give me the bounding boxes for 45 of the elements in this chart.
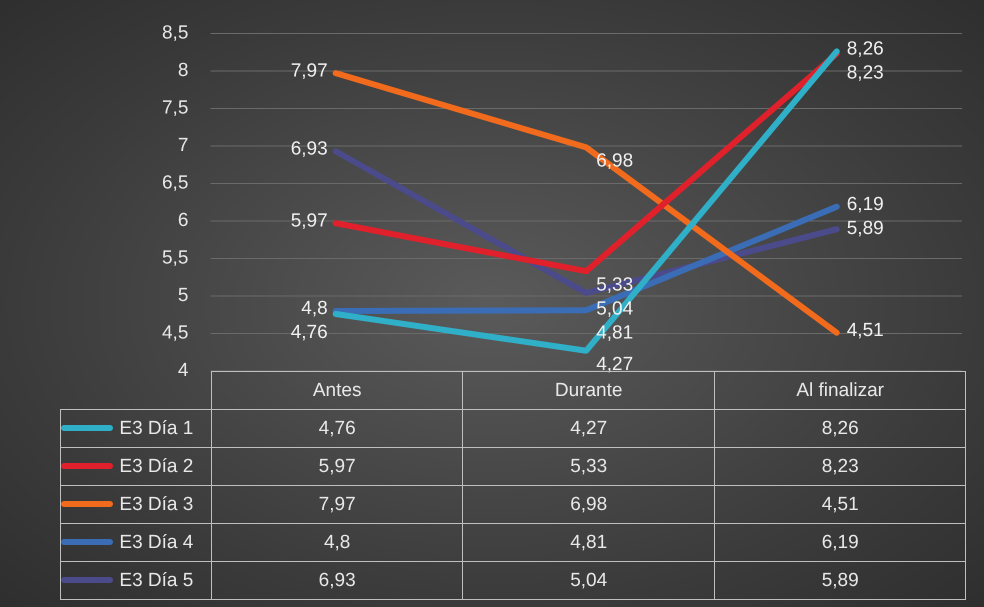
y-tick-label: 4 xyxy=(178,360,189,382)
text: 6,19 xyxy=(846,194,884,215)
y-tick-label: 5 xyxy=(178,285,188,306)
data-label: 4,51 xyxy=(714,486,966,524)
legend-label: E3 Día 4 xyxy=(60,524,212,562)
data-label: 4,8 xyxy=(211,524,463,562)
y-tick-label: 6,5 xyxy=(162,172,188,194)
data-label: 5,97 xyxy=(211,448,463,486)
text: 4,27 xyxy=(596,354,634,375)
legend-label: E3 Día 1 xyxy=(60,410,212,448)
data-label: 5,89 xyxy=(714,562,966,600)
data-label: 5,33 xyxy=(462,448,714,486)
legend-label: E3 Día 5 xyxy=(60,562,212,600)
y-tick-label: 8,5 xyxy=(162,22,188,44)
text: 6,93 xyxy=(290,138,328,160)
text: 4,51 xyxy=(846,320,884,341)
y-tick-label: 8 xyxy=(178,60,188,82)
data-label: 4,76 xyxy=(211,410,463,448)
y-tick-label: 6 xyxy=(178,210,188,232)
data-label: 6,98 xyxy=(462,486,714,524)
legend-label: E3 Día 2 xyxy=(60,448,212,486)
text: 5,89 xyxy=(846,218,884,239)
data-label: 4,27 xyxy=(462,410,714,448)
x-tick-label: Durante xyxy=(554,380,622,400)
text: 5,33 xyxy=(596,274,634,296)
y-tick-label: 7,5 xyxy=(162,98,188,119)
data-label: 6,93 xyxy=(211,562,463,600)
y-tick-label: 4,5 xyxy=(162,322,188,344)
text: 8,23 xyxy=(846,62,884,84)
x-tick-label: Antes xyxy=(211,372,463,410)
y-tick-label: 7 xyxy=(178,135,188,156)
text: 8,26 xyxy=(846,38,884,60)
data-label: 6,19 xyxy=(714,524,966,562)
legend-label: E3 Día 3 xyxy=(60,486,212,524)
data-label: 8,26 xyxy=(714,410,966,448)
text: 4,76 xyxy=(290,322,328,344)
data-label: 5,04 xyxy=(462,562,714,600)
data-label: 8,23 xyxy=(714,448,966,486)
text: 5,97 xyxy=(290,210,328,232)
x-tick-label: Al finalizar xyxy=(714,372,966,410)
text: 7,97 xyxy=(290,60,328,82)
data-label: 4,81 xyxy=(462,524,714,562)
data-label: 7,97 xyxy=(211,486,463,524)
y-tick-label: 5,5 xyxy=(162,248,188,269)
text: 4,8 xyxy=(301,298,328,320)
